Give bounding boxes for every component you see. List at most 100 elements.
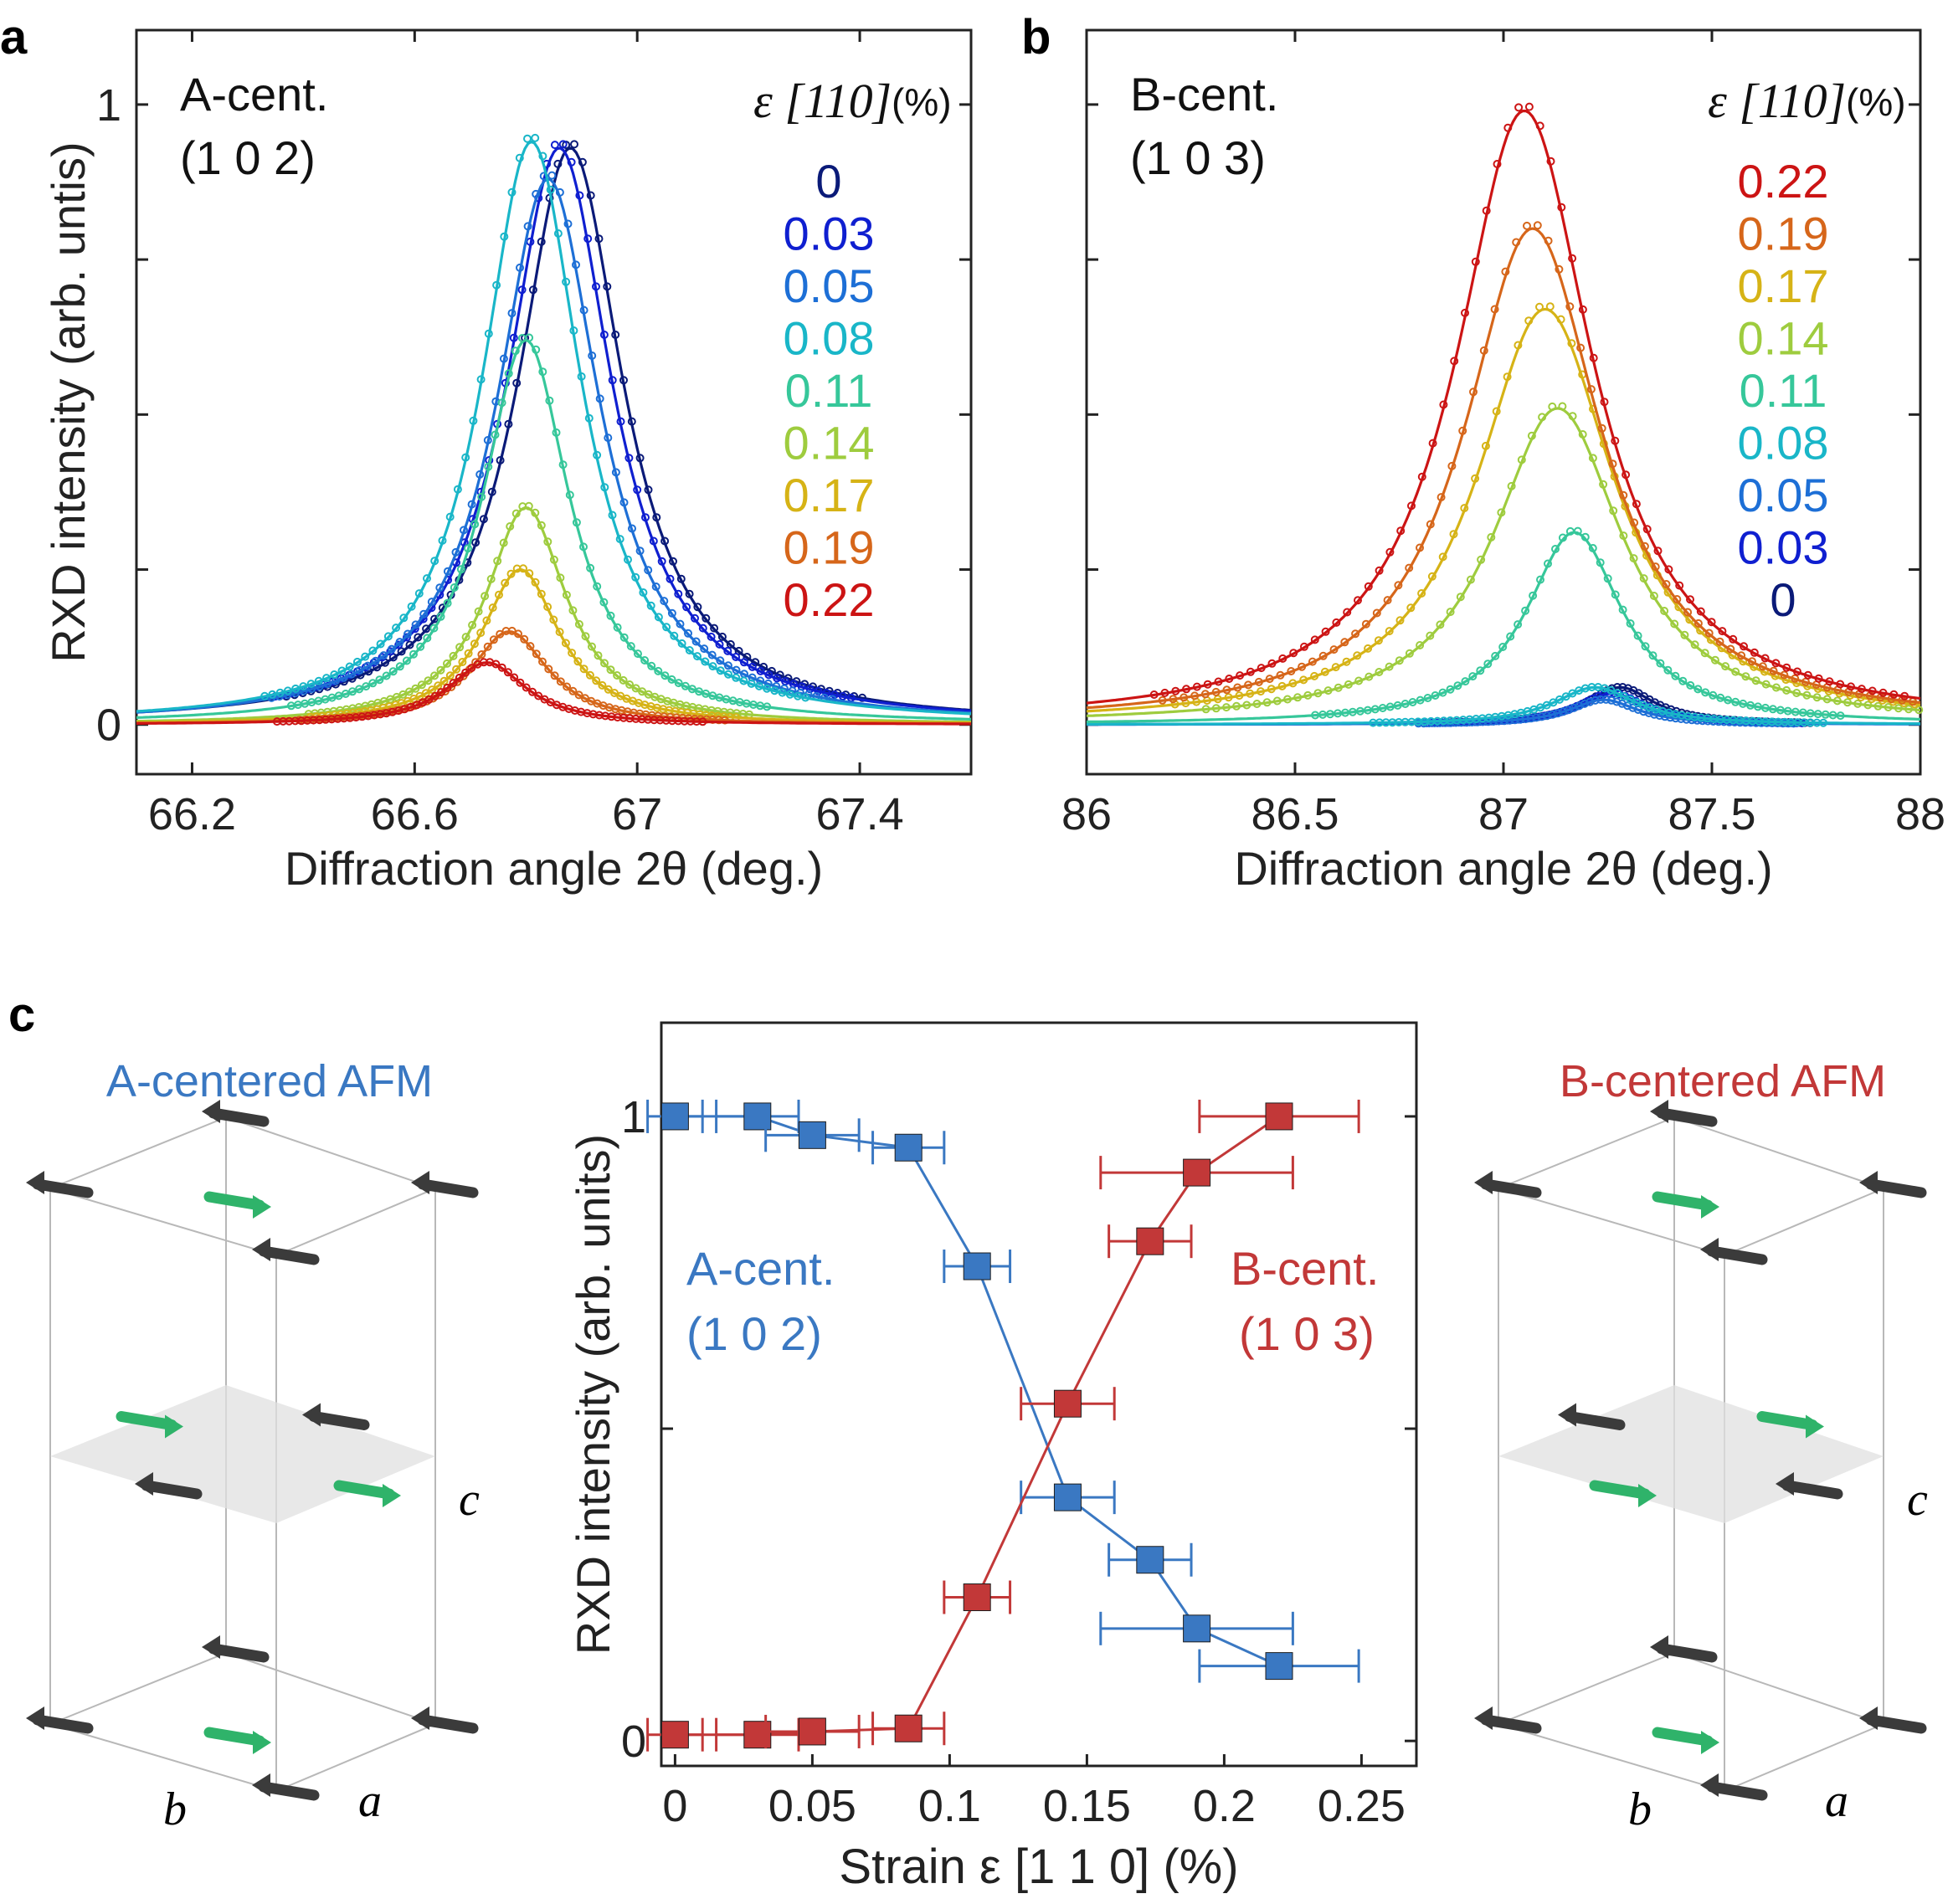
spin-bottom-center-icon [203, 1727, 265, 1747]
data-point-a-0.17-35 [519, 564, 527, 573]
y-axis-label-a: RXD intensity (arb. untis) [42, 141, 95, 662]
annotation-a-line1: A-cent. [180, 68, 328, 121]
spin-corner-bottom-right-icon-head [411, 1706, 429, 1730]
data-point-a-0.14-35 [524, 501, 533, 511]
data-point-a-0.08-48 [631, 572, 640, 582]
data-point-a-0.11-37 [538, 367, 547, 377]
data-point-a-0.08-7 [314, 676, 323, 685]
data-point-a-0.11-31 [497, 398, 506, 408]
data-point-b-0.19-20 [1372, 608, 1381, 618]
data-point-a-0.17-40 [549, 615, 558, 624]
data-point-b-0.22-70 [1900, 691, 1909, 701]
data-point-b-0.11-21 [1468, 672, 1478, 681]
data-point-a-0.19-37 [520, 634, 529, 644]
data-point-a-0.19-38 [526, 642, 535, 651]
data-point-b-0.14-51 [1721, 662, 1730, 671]
data-point-b-0.22-37 [1546, 157, 1555, 166]
data-point-b-0.14-67 [1884, 703, 1893, 711]
data-point-a-0.05-53 [691, 637, 701, 646]
data-point-a-0-37 [586, 191, 595, 200]
data-point-a-0.11-70 [763, 702, 772, 711]
data-point-a-0.03-67 [822, 689, 831, 697]
spin-mid-2-icon-head [302, 1403, 321, 1427]
data-point-b-0.08-39 [1619, 692, 1628, 701]
edge-bottom-3 [1673, 1652, 1884, 1725]
data-point-a-0-45 [652, 513, 661, 522]
data-point-b-0.14-47 [1680, 630, 1689, 639]
data-point-a-0.08-54 [677, 639, 686, 648]
data-point-a-0-54 [726, 639, 735, 649]
spin-corner-top-left-icon [1480, 1178, 1542, 1198]
data-point-b-0.11-45 [1648, 651, 1657, 660]
data-point-b-0.05-23 [1537, 712, 1546, 721]
data-point-a-0.14-47 [600, 659, 609, 668]
data-point-a-0.11-50 [626, 642, 635, 651]
annotation-c-0-line2: (1 0 2) [686, 1307, 822, 1360]
data-point-b-0.19-17 [1340, 638, 1349, 647]
data-point-a-0.17-46 [585, 670, 594, 680]
data-point-b-0.14-44 [1649, 592, 1658, 600]
data-point-a-0-53 [717, 632, 727, 641]
structure-title-left: A-centered AFM [106, 1056, 433, 1106]
data-point-a-0.11-35 [525, 333, 534, 342]
data-point-b-0.19-15 [1318, 651, 1328, 660]
data-point-a-0.03-49 [674, 589, 683, 598]
data-point-b-0.11-50 [1686, 680, 1695, 690]
data-point-a-0.17-20 [428, 685, 437, 695]
data-point-b-0.14-33 [1538, 413, 1547, 422]
data-point-b-0.14-5 [1252, 700, 1262, 708]
data-point-b-0.05-35 [1601, 695, 1611, 704]
data-point-b-0.14-66 [1873, 701, 1883, 711]
data-point-b-0.05-2 [1425, 719, 1434, 728]
data-point-a-0.22-30 [455, 673, 464, 682]
data-point-b-0.11-49 [1678, 676, 1688, 685]
data-point-b-0.05-33 [1591, 695, 1600, 705]
data-point-b-0.22-66 [1857, 685, 1866, 694]
spin-corner-top-right-icon-head [1859, 1171, 1878, 1194]
data-point-a-0.03-60 [764, 670, 773, 680]
spin-top-center-icon [203, 1191, 265, 1211]
fit-curve-a-0.11 [136, 338, 971, 721]
data-point-b-0.19-55 [1748, 657, 1756, 666]
data-point-a-0.11-15 [388, 667, 398, 676]
data-point-a-0.11-52 [640, 656, 650, 665]
spin-corner-top-front-icon [1706, 1245, 1768, 1265]
data-point-b-0.14-59 [1802, 690, 1812, 700]
data-point-a-0.03-35 [558, 140, 568, 149]
data-point-a-0.08-46 [615, 535, 624, 544]
data-point-b-0.17-18 [1364, 644, 1373, 653]
data-point-b-0.19-38 [1565, 302, 1575, 311]
data-point-a-0.05-45 [628, 524, 636, 533]
data-point-b-0.19-10 [1265, 675, 1274, 684]
data-point-b-0.19-2 [1180, 693, 1189, 702]
data-points-b-0.11 [1311, 526, 1845, 721]
data-point-b-0.11-66 [1806, 709, 1815, 718]
data-point-a-0.08-41 [577, 372, 586, 381]
data-point-a-0.14-18 [417, 680, 426, 690]
data-point-a-0.08-42 [584, 413, 594, 423]
data-point-b-0.14-21 [1416, 641, 1425, 649]
data-point-b-0.11-23 [1483, 659, 1493, 669]
data-point-b-0.05-24 [1543, 711, 1552, 721]
data-point-b-0.22-22 [1385, 547, 1395, 557]
data-point-a-0.14-49 [613, 671, 622, 680]
data-point-a-0.05-22 [443, 567, 452, 576]
data-point-b-0.22-10 [1257, 664, 1266, 673]
data-point-a-0.05-46 [635, 547, 645, 556]
data-point-a-0.08-0 [260, 691, 270, 701]
data-point-b-0.11-52 [1701, 688, 1710, 697]
annotation-b-line2: (1 0 3) [1130, 131, 1266, 184]
data-point-a-0.19-31 [483, 642, 492, 651]
data-point-b-0.14-49 [1700, 649, 1709, 658]
data-point-a-0.05-62 [763, 679, 773, 688]
data-point-a-0.03-48 [666, 574, 675, 583]
data-point-b-0.11-53 [1709, 690, 1718, 700]
data-point-b-0.11-51 [1693, 685, 1703, 694]
data-point-a-0.11-42 [572, 518, 581, 527]
data-point-a-0.14-27 [474, 607, 483, 616]
data-point-b-0.22-1 [1160, 688, 1169, 697]
data-point-b-0.14-63 [1843, 698, 1852, 707]
data-point-b-0.14-26 [1466, 575, 1475, 584]
data-point-b-0.22-56 [1750, 648, 1759, 657]
data-point-b-0.11-29 [1529, 591, 1538, 600]
